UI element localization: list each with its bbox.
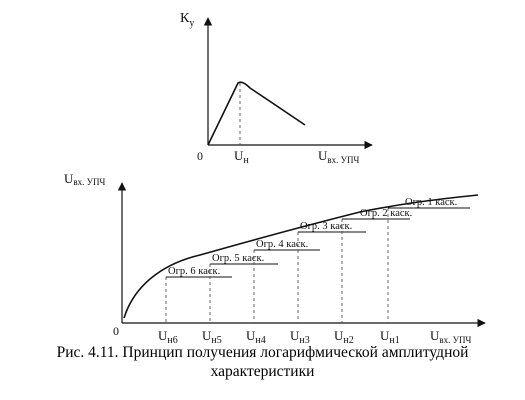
caption-line-2: характеристики [210, 363, 315, 380]
stage-label-4: Огр. 4 каск. [256, 239, 308, 250]
x-tick-label-3: Uн3 [290, 328, 310, 346]
stage-label-1: Огр. 1 каск. [405, 197, 457, 208]
bottom-chart: Огр. 6 каск. Uн6 Огр. 5 каск. Uн5 Огр. 4 кас… [64, 171, 486, 346]
gain-curve [207, 81, 306, 146]
bottom-chart-marks: Огр. 6 каск. Uн6 Огр. 5 каск. Uн5 Огр. 4 кас… [158, 197, 470, 346]
top-origin-label: 0 [197, 149, 203, 163]
caption-line-1: Рис. 4.11. Принцип получения логарифмиче… [56, 344, 469, 361]
x-tick-label-5: Uн5 [202, 328, 222, 346]
log-amplitude-curve [123, 194, 479, 319]
bottom-y-label: Uвх. УПЧ [64, 171, 106, 187]
x-tick-label-1: Uн1 [380, 328, 400, 346]
stage-label-5: Огр. 5 каск. [212, 253, 264, 264]
figure-caption: Рис. 4.11. Принцип получения логарифмиче… [0, 343, 525, 381]
x-tick-label-4: Uн4 [246, 328, 266, 346]
bottom-origin-label: 0 [113, 324, 119, 338]
top-x-axis-label: Uвх. УПЧ [318, 148, 360, 165]
stage-label-3: Огр. 3 каск. [300, 221, 352, 232]
bottom-x-axis-label: Uвх. УПЧ [430, 328, 472, 345]
x-tick-label-6: Uн6 [158, 328, 178, 346]
stage-label-2: Огр. 2 каск. [360, 208, 412, 219]
top-x-tick-label: Uн [234, 148, 249, 166]
top-y-label: Ку [180, 11, 194, 29]
x-tick-label-2: Uн2 [334, 328, 354, 346]
stage-label-6: Огр. 6 каск. [168, 266, 220, 277]
top-chart: Ку 0 Uн Uвх. УПЧ [180, 11, 373, 166]
